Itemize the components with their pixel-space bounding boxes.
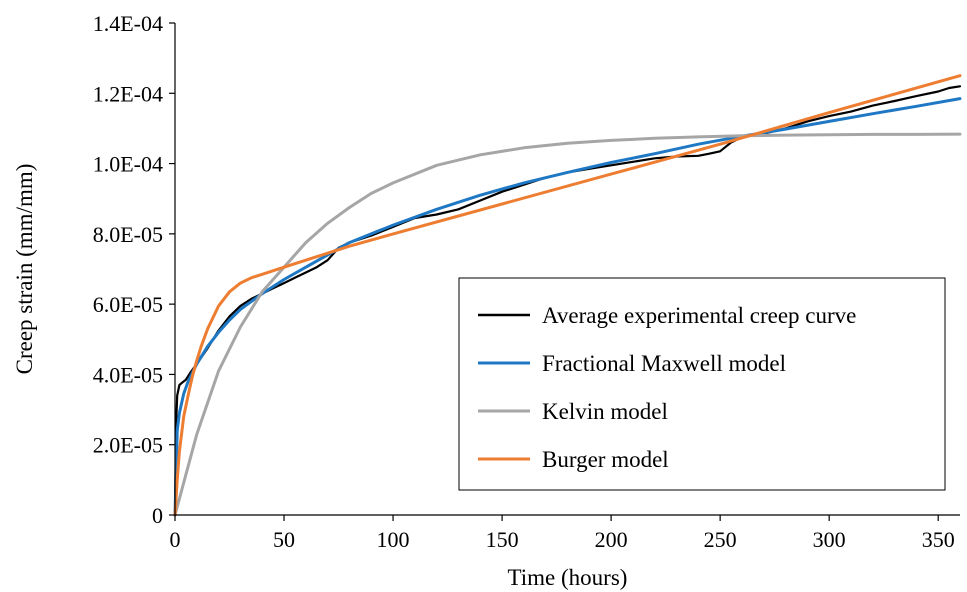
series-line-burger-model [173,74,962,517]
y-tick-label: 0 [152,503,163,528]
y-tick-label: 4.0E-05 [93,362,163,387]
y-tick-label: 6.0E-05 [93,292,163,317]
y-tick-label: 1.4E-04 [93,11,163,36]
y-tick-label: 2.0E-05 [93,433,163,458]
y-tick-label: 1.2E-04 [93,81,163,106]
legend-label: Fractional Maxwell model [542,351,786,376]
x-tick-label: 100 [377,527,410,552]
x-tick-label: 350 [922,527,955,552]
legend-label: Kelvin model [542,399,668,424]
legend-label: Burger model [542,447,669,472]
legend-box [458,277,946,491]
series-line-kelvin-model [173,132,962,517]
y-axis-title: Creep strain (mm/mm) [12,164,37,375]
x-tick-label: 50 [273,527,295,552]
plot-series [173,74,962,517]
x-ticks: 0 50 100 150 200 250 300 350 [170,515,955,552]
y-ticks: 0 2.0E-05 4.0E-05 6.0E-05 8.0E-05 1.0E-04 1.2E… [93,11,175,528]
y-tick-label: 1.0E-04 [93,152,163,177]
y-tick-label: 8.0E-05 [93,222,163,247]
x-tick-label: 200 [595,527,628,552]
x-tick-label: 0 [170,527,181,552]
legend-label: Average experimental creep curve [542,303,856,328]
x-tick-label: 250 [704,527,737,552]
x-axis-title: Time (hours) [508,565,628,590]
x-tick-label: 150 [486,527,519,552]
x-tick-label: 300 [813,527,846,552]
legend: Average experimental creep curve Fraction… [458,277,946,491]
